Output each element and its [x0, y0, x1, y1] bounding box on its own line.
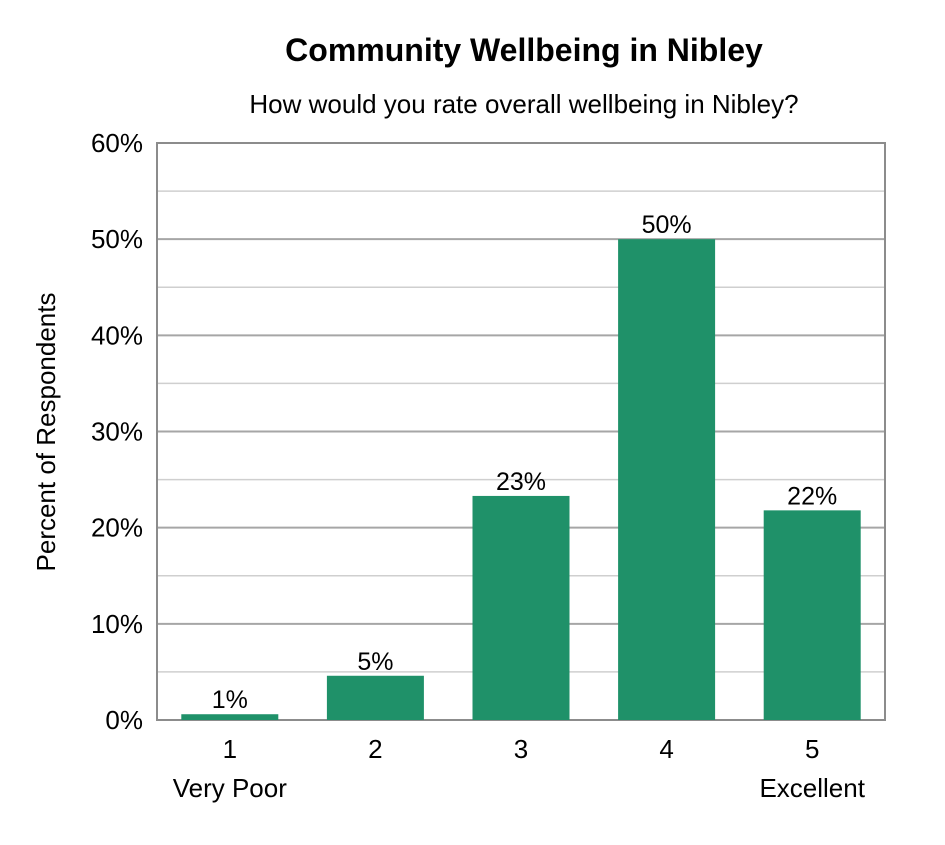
- x-tick-label: 3: [514, 734, 528, 764]
- y-tick-label: 50%: [91, 224, 143, 254]
- bar-5: [763, 510, 861, 720]
- data-label: 22%: [787, 482, 837, 510]
- bar-2: [326, 675, 424, 720]
- y-tick-label: 20%: [91, 513, 143, 543]
- x-tick-sublabel: Very Poor: [173, 773, 288, 803]
- x-tick-sublabel: Excellent: [759, 773, 865, 803]
- y-axis-label: Percent of Respondents: [31, 293, 61, 572]
- y-tick-label: 60%: [91, 128, 143, 158]
- chart-subtitle: How would you rate overall wellbeing in …: [249, 89, 798, 119]
- y-tick-label: 0%: [105, 705, 143, 735]
- x-tick-label: 4: [659, 734, 673, 764]
- x-tick-label: 2: [368, 734, 382, 764]
- x-tick-label: 5: [805, 734, 819, 764]
- data-label: 23%: [496, 468, 546, 496]
- x-tick-label: 1: [223, 734, 237, 764]
- data-label: 5%: [357, 648, 393, 676]
- y-tick-label: 30%: [91, 417, 143, 447]
- chart-title: Community Wellbeing in Nibley: [285, 32, 763, 68]
- y-tick-label: 10%: [91, 609, 143, 639]
- data-label: 1%: [212, 686, 248, 714]
- data-label: 50%: [642, 211, 692, 239]
- y-tick-label: 40%: [91, 320, 143, 350]
- bar-3: [472, 495, 570, 720]
- bar-4: [618, 239, 716, 720]
- bar-1: [181, 714, 279, 720]
